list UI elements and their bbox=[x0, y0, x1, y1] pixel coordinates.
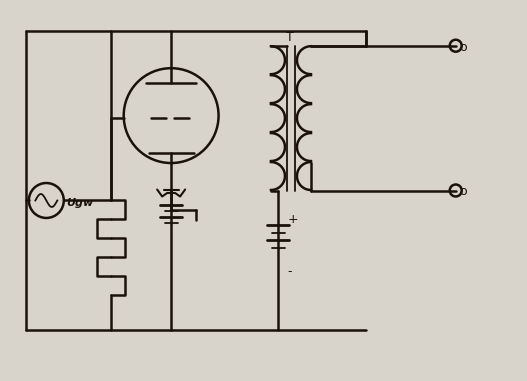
Text: T: T bbox=[286, 31, 294, 44]
Text: o: o bbox=[460, 186, 467, 199]
Text: o: o bbox=[460, 41, 467, 54]
Text: -: - bbox=[287, 266, 292, 279]
Text: Ugw: Ugw bbox=[66, 199, 94, 208]
Text: +: + bbox=[287, 213, 298, 226]
